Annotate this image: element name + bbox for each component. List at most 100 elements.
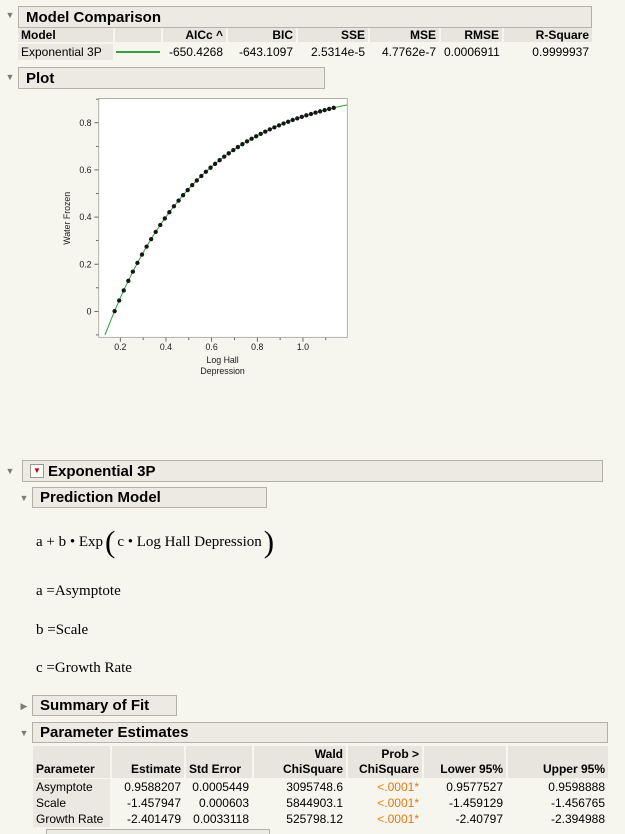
model-comparison-title: Model Comparison: [26, 8, 162, 26]
model-comparison-header[interactable]: Model Comparison: [18, 6, 592, 28]
column-header-swatch[interactable]: [115, 28, 161, 42]
data-point: [281, 121, 286, 126]
data-point: [304, 113, 309, 118]
data-point: [254, 134, 259, 139]
data-point: [176, 198, 181, 203]
column-header-lower-95[interactable]: Lower 95%: [424, 746, 506, 778]
y-tick-label: 0: [87, 307, 92, 317]
plot-header[interactable]: Plot: [18, 67, 325, 89]
y-axis-title: Water Frozen: [62, 192, 72, 245]
parameter-estimates-header[interactable]: Parameter Estimates: [32, 722, 608, 743]
disclosure-triangle-icon[interactable]: ▼: [5, 466, 15, 476]
column-header-prob-chisquare[interactable]: Prob > ChiSquare: [348, 746, 422, 778]
column-header-mse[interactable]: MSE: [370, 28, 439, 42]
column-header-model[interactable]: Model: [18, 28, 113, 42]
x-tick-label: 0.6: [206, 342, 218, 352]
prediction-model-header[interactable]: Prediction Model: [32, 487, 267, 508]
plot-frame[interactable]: [98, 97, 348, 338]
disclosure-triangle-icon[interactable]: ▼: [5, 72, 15, 82]
header-line2: Upper 95%: [542, 762, 605, 776]
data-point: [276, 123, 282, 128]
column-header-aicc[interactable]: AICc ^: [163, 28, 226, 42]
x-tick-label: 0.8: [251, 342, 263, 352]
data-point: [249, 136, 254, 141]
data-point: [112, 308, 117, 314]
parameter-definition-c: c =Growth Rate: [36, 660, 132, 677]
column-header-sse[interactable]: SSE: [298, 28, 368, 42]
definition-name: Scale: [55, 622, 89, 638]
data-point: [327, 106, 332, 112]
data-point: [126, 278, 131, 283]
column-header-wald-chisquare[interactable]: Wald ChiSquare: [254, 746, 346, 778]
prob-chisquare-value: <.0001*: [377, 796, 419, 810]
data-point: [162, 216, 167, 221]
summary-of-fit-header[interactable]: Summary of Fit: [32, 695, 177, 716]
data-point: [149, 236, 154, 242]
data-point: [194, 178, 199, 183]
plot-title: Plot: [26, 69, 55, 87]
data-point: [121, 288, 126, 293]
x-tick-label: 0.4: [160, 342, 172, 352]
wald-chisquare-value: 525798.12: [286, 812, 343, 826]
data-point: [190, 182, 195, 188]
y-tick-label: 0.8: [79, 118, 91, 128]
x-tick-label: 1.0: [297, 342, 309, 352]
mse-value: 4.7762e-7: [381, 45, 436, 59]
parameter-name: Growth Rate: [33, 811, 110, 827]
data-point: [203, 169, 209, 174]
disclosure-triangle-icon[interactable]: ▼: [5, 10, 15, 20]
header-line2: Lower 95%: [440, 762, 503, 776]
data-point: [258, 131, 263, 137]
data-point: [295, 116, 300, 121]
column-header-upper-95[interactable]: Upper 95%: [508, 746, 608, 778]
parameter-name: Asymptote: [33, 779, 110, 795]
data-point: [240, 142, 245, 147]
x-tick-label: 0.2: [114, 342, 126, 352]
column-header-rmse[interactable]: RMSE: [441, 28, 502, 42]
column-header-rsquare[interactable]: R-Square: [504, 28, 592, 42]
symbol-b: b: [36, 622, 44, 638]
lower-95-value: -2.40797: [455, 812, 503, 826]
formula-outer-term: a + b • Exp: [36, 533, 104, 550]
data-point: [139, 252, 145, 257]
parameter-name: Scale: [33, 795, 110, 811]
estimate-value: -2.401479: [126, 812, 181, 826]
column-header-estimate[interactable]: Estimate: [112, 746, 184, 778]
std-error-value: 0.000603: [198, 796, 249, 810]
parameter-definition-a: a =Asymptote: [36, 583, 121, 600]
next-table-partial-header: [46, 829, 270, 834]
data-point: [313, 110, 318, 115]
upper-95-value: -1.456765: [550, 796, 605, 810]
column-header-bic[interactable]: BIC: [228, 28, 296, 42]
exponential-3p-header[interactable]: ▼ Exponential 3P: [22, 460, 603, 482]
data-point: [235, 144, 241, 150]
disclosure-triangle-icon[interactable]: ▼: [19, 728, 29, 738]
symbol-c: c: [36, 660, 43, 676]
equals-sign: =: [46, 583, 55, 599]
data-point: [226, 151, 231, 156]
equals-sign: =: [47, 622, 56, 638]
data-point: [153, 229, 158, 235]
formula-inner-term: c • Log Hall Depression: [117, 533, 262, 550]
y-tick-label: 0.4: [79, 212, 91, 222]
data-point: [285, 119, 291, 124]
estimate-value: 0.9588207: [124, 780, 181, 794]
header-line1: Prob >: [381, 747, 419, 761]
column-header-parameter[interactable]: Parameter: [33, 746, 110, 778]
data-point: [267, 127, 272, 132]
data-point: [263, 129, 268, 134]
disclosure-triangle-icon[interactable]: ▶: [20, 701, 28, 711]
std-error-value: 0.0005449: [192, 780, 249, 794]
exponential-3p-title: Exponential 3P: [48, 462, 156, 480]
red-triangle-icon: ▼: [33, 466, 41, 475]
aicc-value: -650.4268: [168, 45, 223, 59]
formula-close-paren: ): [263, 524, 275, 559]
red-triangle-menu-button[interactable]: ▼: [30, 464, 44, 478]
column-header-std-error[interactable]: Std Error: [186, 746, 252, 778]
model-name-cell[interactable]: Exponential 3P: [18, 44, 113, 60]
plot-series-layer: 0.2 0.4 0.6 0.8 1.0 0 0.2 0.4 0.6 0.8: [79, 98, 348, 352]
header-line1: Wald: [314, 747, 343, 761]
fit-curve-plot[interactable]: Water Frozen Log Hall Depression 0.2 0.4 0…: [0, 92, 450, 458]
header-line2: Parameter: [36, 762, 95, 776]
disclosure-triangle-icon[interactable]: ▼: [19, 493, 29, 503]
